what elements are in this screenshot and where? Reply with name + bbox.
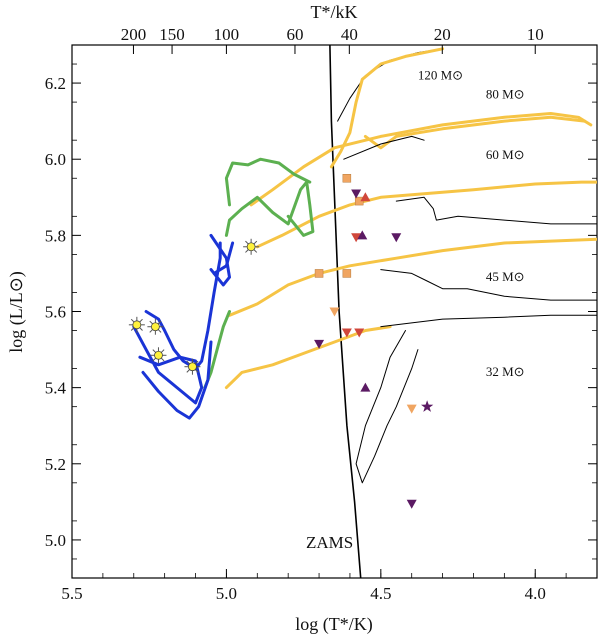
track-line — [141, 340, 213, 420]
track-line — [132, 325, 204, 405]
chart-labels: 5.5 5.0 4.5 4.0 5.0 5.2 5.4 5.6 5.8 6.0 6.2 200 150 1… — [45, 25, 546, 603]
track-line — [255, 180, 597, 249]
track-line — [249, 112, 593, 207]
track-line — [224, 180, 315, 237]
observed-star-triangle-down — [354, 328, 365, 338]
track-line — [343, 135, 425, 160]
evolutionary-tracks — [132, 45, 597, 578]
observed-star-square — [342, 174, 352, 183]
mass-label: 32 M⊙ — [486, 364, 525, 379]
track-line — [380, 269, 597, 301]
track-line — [329, 45, 362, 578]
mass-label: 60 M⊙ — [486, 147, 525, 162]
observed-star-triangle-down — [391, 233, 402, 243]
sun-marker — [243, 238, 260, 255]
track-line — [395, 196, 597, 225]
y-tick-label: 5.6 — [45, 303, 66, 322]
observed-star-triangle-down — [341, 328, 352, 338]
y-axis-title: log (L/L⊙) — [6, 271, 27, 353]
mass-label: 45 M⊙ — [486, 269, 525, 284]
sun-marker — [150, 347, 167, 364]
axis-ticks — [71, 45, 597, 578]
top-tick-label: 40 — [341, 25, 358, 44]
y-tick-label: 5.2 — [45, 455, 66, 474]
observed-star-triangle-down — [351, 233, 362, 243]
x-tick-label: 5.5 — [61, 584, 82, 603]
observed-star-triangle-up — [360, 192, 371, 202]
track-line — [228, 237, 597, 317]
x-axis-title: log (T*/K) — [295, 614, 372, 635]
top-tick-label: 200 — [121, 25, 147, 44]
sun-marker — [147, 318, 164, 335]
track-line — [380, 314, 597, 328]
top-axis-title: T*/kK — [311, 2, 358, 22]
y-tick-label: 6.2 — [45, 74, 66, 93]
top-tick-label: 10 — [527, 25, 544, 44]
x-tick-label: 4.5 — [370, 584, 391, 603]
x-tick-label: 5.0 — [216, 584, 237, 603]
sun-marker — [128, 316, 145, 333]
top-tick-label: 20 — [434, 25, 451, 44]
y-tick-label: 5.4 — [45, 379, 67, 398]
track-line — [355, 330, 419, 484]
sun-marker — [184, 358, 201, 375]
y-tick-label: 5.8 — [45, 226, 66, 245]
observed-star-triangle-down — [406, 404, 417, 414]
track-line — [224, 325, 392, 390]
observed-star-square — [314, 269, 324, 278]
observed-star-triangle-up — [360, 382, 371, 392]
mass-label: 80 M⊙ — [486, 86, 525, 101]
y-tick-label: 6.0 — [45, 150, 66, 169]
observed-star-square — [342, 269, 352, 278]
y-tick-label: 5.0 — [45, 531, 66, 550]
observed-star-triangle-down — [406, 499, 417, 509]
observed-stars — [128, 174, 434, 509]
observed-star-triangle-down — [351, 189, 362, 199]
track-line — [224, 157, 312, 207]
observed-star-triangle-up — [357, 230, 368, 240]
observed-star-starmark — [421, 400, 434, 412]
mass-label: 120 M⊙ — [418, 67, 463, 82]
top-tick-label: 60 — [286, 25, 303, 44]
observed-star-triangle-down — [314, 339, 325, 349]
x-tick-label: 4.0 — [525, 584, 546, 603]
observed-star-triangle-down — [329, 307, 340, 317]
top-tick-label: 100 — [214, 25, 240, 44]
track-line — [329, 47, 445, 169]
track-line — [363, 115, 587, 150]
top-tick-label: 150 — [159, 25, 185, 44]
zams-label: ZAMS — [306, 533, 353, 552]
